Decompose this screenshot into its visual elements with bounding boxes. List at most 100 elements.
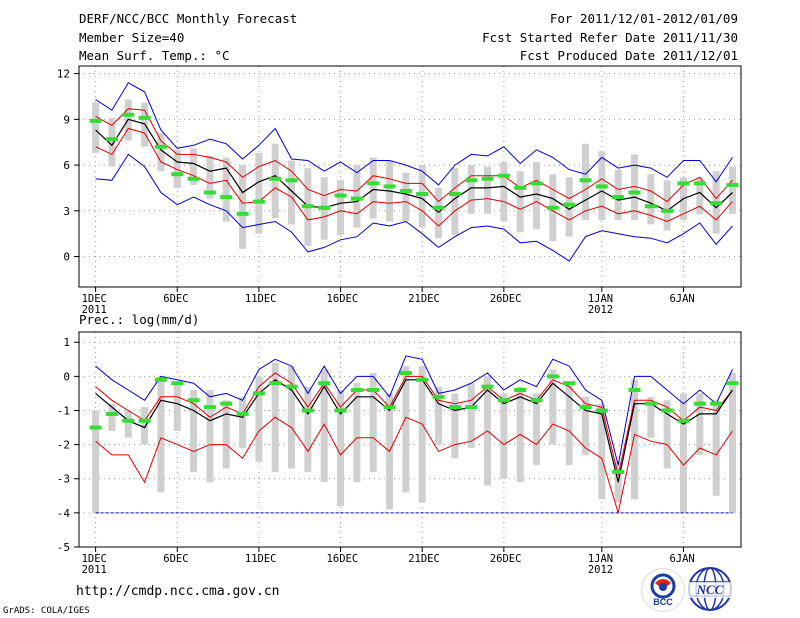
prec-observed-marker (710, 401, 723, 406)
temp-frame (78, 65, 742, 288)
temp-observed-marker (726, 182, 739, 187)
prec-xtick-label: 26DEC (490, 553, 522, 565)
temp-spread-box (418, 165, 426, 228)
temp-spread-box (696, 178, 704, 214)
prec-spread-box (696, 393, 704, 455)
temp-spread-box (337, 180, 345, 236)
prec-spread-box (92, 410, 100, 513)
grads-credit: GrADS: COLA/IGES (3, 606, 90, 616)
prec-spread-box (124, 410, 132, 438)
temp-xtick-label: 16DEC (327, 293, 359, 305)
prec-series-mean (95, 379, 733, 483)
temp-xtick-label: 6DEC (163, 293, 188, 305)
prec-ytick-label: -4 (57, 507, 71, 520)
prec-xtick-label: 1DEC (82, 553, 107, 565)
prec-spread-box (728, 372, 736, 513)
temp-observed-marker (661, 208, 674, 213)
prec-xtick-year-label: 2011 (82, 564, 107, 576)
prec-observed-marker (595, 408, 608, 413)
temp-observed-marker (399, 188, 412, 193)
prec-observed-marker (350, 388, 363, 393)
temp-spread-box (467, 165, 475, 214)
temp-series-p20 (95, 127, 733, 227)
prec-observed-marker (677, 418, 690, 423)
prec-spread-box (582, 396, 589, 455)
temp-observed-marker (497, 173, 510, 178)
temp-observed-marker (269, 176, 282, 181)
temp-spread-box (484, 166, 492, 214)
prec-observed-marker (399, 370, 412, 375)
prec-observed-marker (285, 384, 298, 389)
prec-observed-marker (187, 398, 200, 403)
temp-spread-box (271, 143, 279, 219)
prec-spread-box (239, 396, 247, 449)
temp-observed-marker (563, 202, 576, 207)
temp-observed-marker (432, 205, 445, 210)
temp-observed-marker (367, 181, 380, 186)
temp-xtick-year-label: 2011 (82, 304, 107, 316)
ncc-logo-text: NCC (687, 582, 733, 598)
prec-ytick-label: -1 (57, 404, 70, 417)
temp-spread-box (173, 149, 181, 188)
temp-observed-marker (514, 185, 527, 190)
temp-spread-box (206, 155, 214, 199)
prec-spread-box (500, 393, 508, 479)
temp-observed-marker (252, 199, 265, 204)
prec-observed-marker (693, 401, 706, 406)
prec-spread-box (337, 390, 345, 507)
prec-panel-title: Prec.: log(mm/d) (79, 312, 199, 327)
prec-xtick-label: 6DEC (163, 553, 188, 565)
prec-spread-box (222, 400, 230, 469)
temp-observed-marker (154, 144, 167, 149)
temp-observed-marker (122, 112, 135, 117)
prec-observed-marker (367, 388, 380, 393)
prec-spread-box (418, 366, 426, 503)
member-size: Member Size=40 (79, 30, 185, 45)
temp-spread-box (500, 162, 508, 222)
prec-observed-marker (203, 405, 216, 410)
prec-spread-box (190, 390, 198, 472)
source-url[interactable]: http://cmdp.ncc.cma.gov.cn (76, 584, 280, 599)
temp-ytick-label: 0 (63, 251, 70, 264)
temp-ytick-label: 6 (63, 159, 70, 172)
temp-observed-marker (236, 211, 249, 216)
temp-observed-marker (481, 176, 494, 181)
top-panel-variable: Mean Surf. Temp.: °C (79, 48, 230, 63)
temp-observed-marker (628, 190, 641, 195)
prec-spread-box (598, 403, 606, 500)
prec-observed-marker (154, 377, 167, 382)
prec-ytick-label: -5 (57, 541, 70, 554)
temp-observed-marker (448, 192, 461, 197)
prec-observed-marker (514, 388, 527, 393)
prec-ytick-label: -3 (57, 473, 70, 486)
temp-observed-marker (171, 172, 184, 177)
prec-observed-marker (465, 405, 478, 410)
temp-observed-marker (105, 137, 118, 142)
temp-observed-marker (595, 184, 608, 189)
temp-series-max (95, 82, 733, 186)
temp-observed-marker (546, 205, 559, 210)
prec-observed-marker (269, 381, 282, 386)
temp-spread-box (630, 154, 638, 220)
ncc-logo: NCC (687, 566, 733, 612)
fcst-produced-date: Fcst Produced Date 2011/12/01 (519, 48, 738, 63)
prec-observed-marker (318, 381, 331, 386)
temp-observed-marker (89, 118, 102, 123)
bcc-logo-text: BCC (653, 597, 673, 607)
prec-observed-marker (122, 418, 135, 423)
temp-series-mean (95, 118, 733, 214)
temp-observed-marker (579, 178, 592, 183)
temp-observed-marker (465, 178, 478, 183)
prec-series-p80 (95, 372, 733, 476)
temp-spread-box (565, 177, 573, 237)
temp-observed-marker (334, 193, 347, 198)
temp-ytick-label: 12 (57, 68, 70, 81)
prec-spread-box (353, 383, 361, 483)
temp-observed-marker (203, 190, 216, 195)
temp-spread-box (288, 160, 296, 225)
temp-spread-box (614, 169, 622, 220)
temp-spread-box (190, 148, 198, 185)
temp-spread-box (222, 157, 230, 222)
